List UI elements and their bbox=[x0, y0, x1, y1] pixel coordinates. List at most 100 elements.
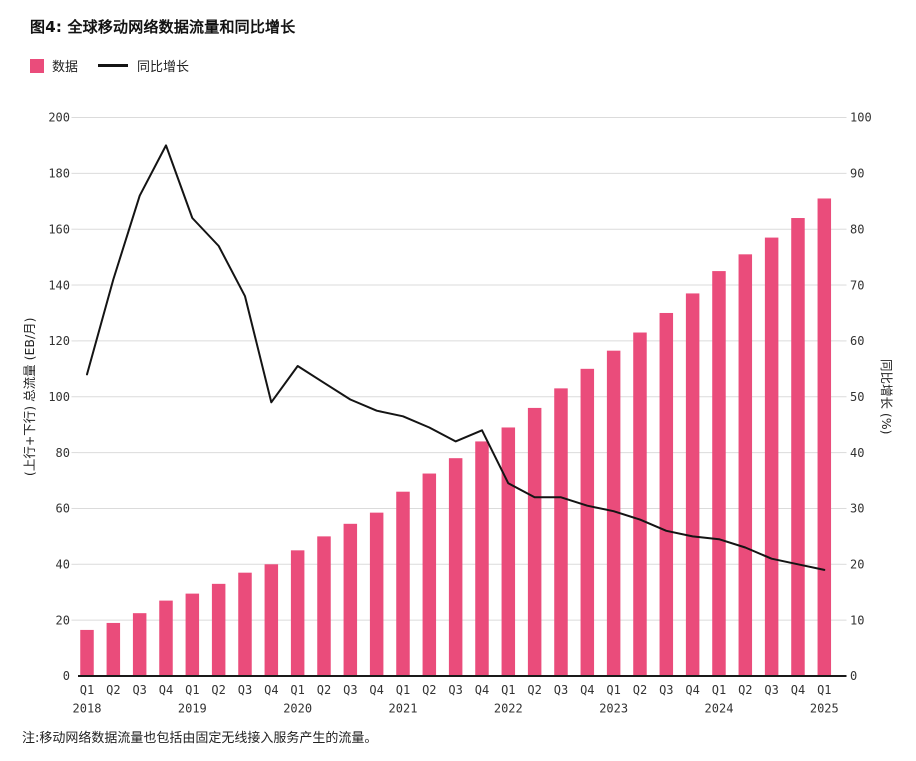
bar-2019-q2 bbox=[211, 583, 226, 676]
bar-2021-q1 bbox=[396, 491, 410, 676]
legend-line-swatch-icon bbox=[98, 64, 129, 67]
bar-2023-q4 bbox=[685, 293, 700, 676]
left-tick-label: 20 bbox=[56, 613, 70, 627]
bar-2021-q3 bbox=[448, 458, 463, 676]
x-tick-label: Q1 bbox=[185, 683, 199, 697]
bar-2022-q4 bbox=[580, 368, 595, 676]
x-tick-label: Q2 bbox=[106, 683, 120, 697]
left-tick-label: 60 bbox=[56, 502, 70, 516]
left-tick-label: 40 bbox=[56, 558, 70, 572]
bar-2021-q4 bbox=[475, 441, 489, 676]
x-tick-label: Q1 bbox=[817, 683, 831, 697]
bar-2022-q3 bbox=[554, 388, 568, 676]
bar-2020-q3 bbox=[343, 523, 358, 676]
bar-2024-q2 bbox=[738, 254, 753, 676]
right-tick-label: 20 bbox=[850, 558, 864, 572]
x-tick-label: Q2 bbox=[422, 683, 436, 697]
bar-2020-q1 bbox=[290, 550, 305, 676]
left-tick-label: 120 bbox=[48, 334, 70, 348]
year-label: 2021 bbox=[389, 702, 418, 716]
right-tick-label: 70 bbox=[850, 278, 864, 292]
x-tick-label: Q3 bbox=[343, 683, 357, 697]
bars-group bbox=[80, 198, 832, 677]
year-label: 2022 bbox=[494, 702, 523, 716]
bar-2024-q1 bbox=[712, 271, 726, 676]
yoy-growth-line bbox=[86, 144, 826, 571]
x-tick-label: Q3 bbox=[554, 683, 568, 697]
left-tick-label: 100 bbox=[48, 390, 70, 404]
legend-line-label: 同比增长 bbox=[137, 60, 190, 75]
x-tick-label: Q1 bbox=[290, 683, 304, 697]
right-tick-label: 60 bbox=[850, 334, 864, 348]
x-tick-label: Q3 bbox=[764, 683, 778, 697]
bar-2024-q3 bbox=[764, 237, 779, 676]
x-tick-label: Q1 bbox=[396, 683, 410, 697]
bar-2023-q2 bbox=[633, 332, 647, 676]
left-axis-title: (上行+下行) 总流量 (EB/月) bbox=[22, 317, 37, 476]
x-axis-year-labels: 2018 2019 2020 2021 2022 2023 2024 2025 bbox=[73, 702, 839, 716]
right-tick-label: 0 bbox=[850, 669, 857, 683]
year-label: 2025 bbox=[810, 702, 839, 716]
bar-2019-q4 bbox=[264, 564, 279, 676]
x-tick-label: Q2 bbox=[633, 683, 647, 697]
right-tick-label: 10 bbox=[850, 613, 864, 627]
right-axis-tick-labels: 0 10 20 30 40 50 60 70 80 90 100 bbox=[850, 111, 872, 684]
x-tick-label: Q4 bbox=[159, 683, 173, 697]
bar-2018-q4 bbox=[159, 600, 173, 676]
x-tick-label: Q1 bbox=[80, 683, 94, 697]
left-tick-label: 80 bbox=[56, 446, 70, 460]
right-tick-label: 90 bbox=[850, 167, 864, 181]
legend-bar-label: 数据 bbox=[52, 60, 79, 75]
year-label: 2019 bbox=[178, 702, 207, 716]
x-tick-label: Q2 bbox=[527, 683, 541, 697]
figure-title: 图4: 全球移动网络数据流量和同比增长 bbox=[30, 18, 296, 36]
x-tick-label: Q1 bbox=[712, 683, 726, 697]
left-tick-label: 180 bbox=[48, 167, 70, 181]
x-tick-label: Q4 bbox=[264, 683, 278, 697]
left-tick-label: 0 bbox=[63, 669, 70, 683]
x-tick-label: Q4 bbox=[580, 683, 594, 697]
bar-2023-q1 bbox=[606, 350, 621, 676]
left-tick-label: 160 bbox=[48, 222, 70, 236]
x-tick-label: Q2 bbox=[317, 683, 331, 697]
right-tick-label: 50 bbox=[850, 390, 864, 404]
x-tick-label: Q1 bbox=[606, 683, 620, 697]
x-tick-label: Q3 bbox=[659, 683, 673, 697]
x-tick-label: Q4 bbox=[369, 683, 383, 697]
legend: 数据 同比增长 bbox=[30, 56, 189, 75]
year-label: 2018 bbox=[73, 702, 102, 716]
bar-2022-q2 bbox=[527, 407, 542, 676]
x-tick-label: Q1 bbox=[501, 683, 515, 697]
bar-2018-q2 bbox=[106, 622, 121, 676]
right-tick-label: 30 bbox=[850, 502, 864, 516]
bar-2025-q1 bbox=[817, 198, 832, 677]
year-label: 2024 bbox=[705, 702, 734, 716]
bar-2020-q4 bbox=[369, 512, 384, 676]
bar-2019-q1 bbox=[185, 593, 200, 676]
bar-2018-q3 bbox=[132, 613, 147, 676]
legend-bar-swatch-icon bbox=[30, 58, 44, 73]
bar-2024-q4 bbox=[791, 218, 805, 676]
x-axis-quarter-labels: Q1 Q2 Q3 Q4 Q1 Q2 Q3 Q4 Q1 Q2 Q3 Q4 Q1 Q2 Q3 Q4 Q1 Q2 Q3 Q4… bbox=[80, 683, 832, 697]
x-tick-label: Q3 bbox=[238, 683, 252, 697]
right-tick-label: 40 bbox=[850, 446, 864, 460]
x-tick-label: Q3 bbox=[448, 683, 462, 697]
bar-2021-q2 bbox=[422, 473, 437, 676]
bar-2018-q1 bbox=[80, 629, 94, 676]
x-tick-label: Q2 bbox=[211, 683, 225, 697]
right-axis-title: 同比增长 (%) bbox=[879, 359, 894, 435]
left-axis-tick-labels: 0 20 40 60 80 100 120 140 160 180 200 bbox=[48, 111, 70, 684]
x-tick-label: Q4 bbox=[475, 683, 489, 697]
right-tick-label: 80 bbox=[850, 222, 864, 236]
x-tick-label: Q2 bbox=[738, 683, 752, 697]
figure-note: 注:移动网络数据流量也包括由固定无线接入服务产生的流量。 bbox=[22, 731, 378, 746]
x-tick-label: Q4 bbox=[791, 683, 805, 697]
bar-2019-q3 bbox=[238, 572, 252, 676]
left-tick-label: 200 bbox=[48, 111, 70, 125]
bar-2022-q1 bbox=[501, 427, 516, 676]
x-tick-label: Q3 bbox=[132, 683, 146, 697]
year-label: 2023 bbox=[599, 702, 628, 716]
bar-2023-q3 bbox=[659, 312, 674, 676]
